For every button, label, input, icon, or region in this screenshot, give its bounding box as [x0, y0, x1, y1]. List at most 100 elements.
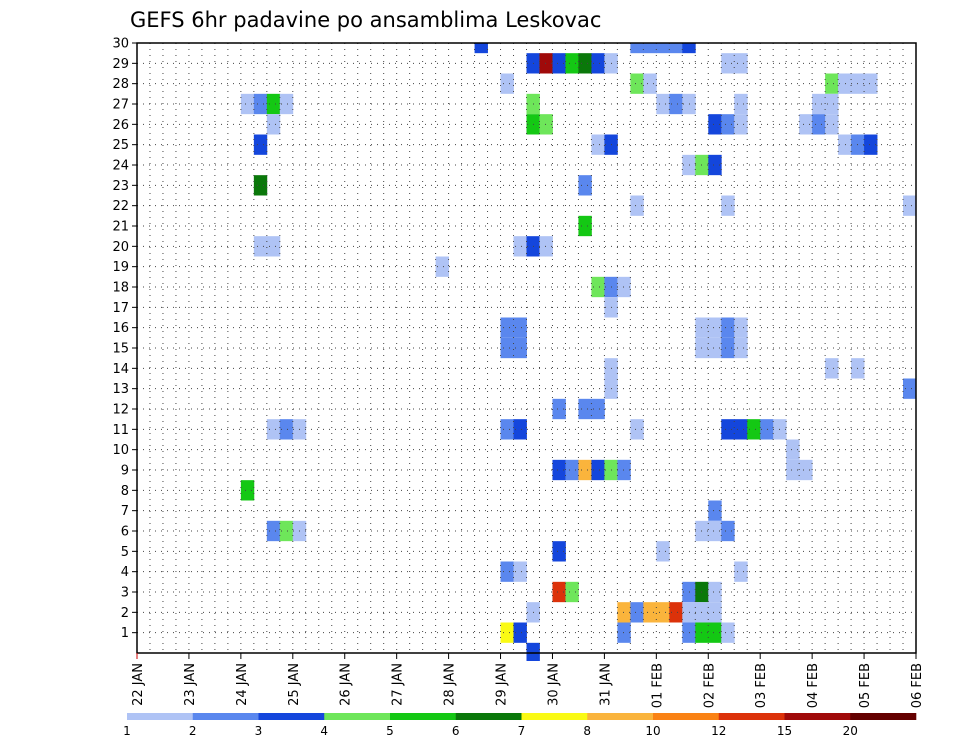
heatmap-cell [643, 73, 657, 94]
heatmap-cell [565, 53, 579, 74]
y-tick-label: 12 [112, 403, 129, 418]
heatmap-cell [591, 53, 605, 74]
heatmap-cell [708, 602, 722, 623]
heatmap-cell [539, 236, 553, 257]
heatmap-cell [578, 398, 592, 420]
heatmap-cell [656, 602, 670, 623]
heatmap-cell [799, 459, 813, 481]
y-tick-label: 15 [112, 342, 129, 357]
heatmap-cell [721, 419, 735, 440]
colorbar-swatch [390, 713, 457, 720]
colorbar-swatch [324, 713, 391, 720]
heatmap-cell [864, 134, 878, 155]
heatmap-cell [734, 561, 748, 582]
heatmap-cell [838, 73, 852, 94]
x-tick-label: 24 JAN [235, 663, 250, 706]
y-tick-label: 20 [112, 240, 129, 255]
heatmap-cells [240, 43, 917, 661]
heatmap-cell [578, 459, 592, 481]
heatmap-cell [656, 541, 670, 562]
colorbar-swatch [127, 713, 194, 720]
heatmap-cell [786, 439, 800, 460]
heatmap-cell [734, 93, 748, 115]
heatmap-cell [617, 622, 631, 643]
heatmap-cell [526, 642, 540, 661]
heatmap-cell [708, 154, 722, 176]
colorbar-label: 4 [320, 724, 328, 738]
x-tick-label: 22 JAN [131, 663, 146, 706]
y-tick-label: 28 [112, 77, 129, 92]
colorbar-label: 10 [645, 724, 660, 738]
heatmap-cell [591, 398, 605, 420]
heatmap-cell [825, 73, 839, 94]
heatmap-cell [682, 602, 696, 623]
heatmap-cell [656, 43, 670, 54]
heatmap-cell [266, 93, 281, 115]
heatmap-cell [500, 337, 514, 359]
colorbar-label: 7 [518, 724, 526, 738]
colorbar-swatch [653, 713, 720, 720]
y-tick-label: 14 [112, 362, 129, 377]
heatmap-cell [656, 93, 670, 115]
colorbar-swatch [455, 713, 522, 720]
y-tick-label: 8 [121, 484, 129, 499]
heatmap-cell [500, 73, 514, 94]
heatmap-cell [682, 93, 696, 115]
heatmap-cell [630, 43, 644, 54]
colorbar-label: 20 [843, 724, 858, 738]
heatmap-cell [825, 114, 839, 135]
heatmap-cell [513, 419, 527, 440]
y-tick-label: 1 [121, 626, 129, 641]
heatmap-cell [474, 43, 488, 54]
heatmap-cell [669, 602, 683, 623]
heatmap-cell [500, 419, 514, 440]
heatmap-cell [565, 459, 579, 481]
heatmap-cell [838, 134, 852, 155]
y-tick-label: 11 [112, 423, 129, 438]
colorbar: 1 2 3 4 5 6 7 8 10 12 15 20 [123, 713, 917, 738]
heatmap-cell [513, 236, 527, 257]
heatmap-cell [682, 154, 696, 176]
heatmap-cell [266, 419, 281, 440]
y-tick-label: 4 [121, 565, 129, 580]
x-tick-label: 30 JAN [547, 663, 562, 706]
heatmap-cell [734, 317, 748, 338]
y-tick-label: 19 [112, 260, 129, 275]
y-tick-label: 27 [112, 98, 129, 113]
heatmap-cell [240, 480, 255, 501]
colorbar-swatch [850, 713, 917, 720]
heatmap-cell [266, 520, 281, 542]
heatmap-cell [721, 337, 735, 359]
heatmap-cell [253, 134, 268, 155]
y-tick-label: 6 [121, 525, 129, 540]
heatmap-cell [825, 358, 839, 379]
heatmap-cell [552, 398, 566, 420]
y-tick-label: 18 [112, 281, 129, 296]
colorbar-label: 2 [189, 724, 197, 738]
colorbar-label: 8 [583, 724, 591, 738]
colorbar-swatch [718, 713, 785, 720]
heatmap-cell [552, 541, 566, 562]
heatmap-cell [500, 561, 514, 582]
x-axis: 22 JAN 23 JAN 24 JAN 25 JAN 26 JAN 27 JAN 28 J… [131, 653, 925, 708]
heatmap-cell [734, 114, 748, 135]
y-tick-label: 5 [121, 545, 129, 560]
y-tick-label: 3 [121, 586, 129, 601]
colorbar-label: 6 [452, 724, 460, 738]
heatmap-cell [903, 378, 917, 399]
heatmap-cell [734, 337, 748, 359]
y-tick-label: 25 [112, 138, 129, 153]
x-tick-label: 28 JAN [443, 663, 458, 706]
colorbar-swatch [587, 713, 654, 720]
colorbar-label: 1 [123, 724, 131, 738]
heatmap-cell [578, 175, 592, 196]
heatmap-cell [682, 622, 696, 643]
x-tick-label: 31 JAN [598, 663, 613, 706]
heatmap-cell [513, 317, 527, 338]
heatmap-cell [435, 256, 449, 277]
heatmap-cell [786, 459, 800, 481]
y-tick-label: 24 [112, 159, 129, 174]
y-tick-label: 13 [112, 382, 129, 397]
colorbar-label: 15 [777, 724, 792, 738]
